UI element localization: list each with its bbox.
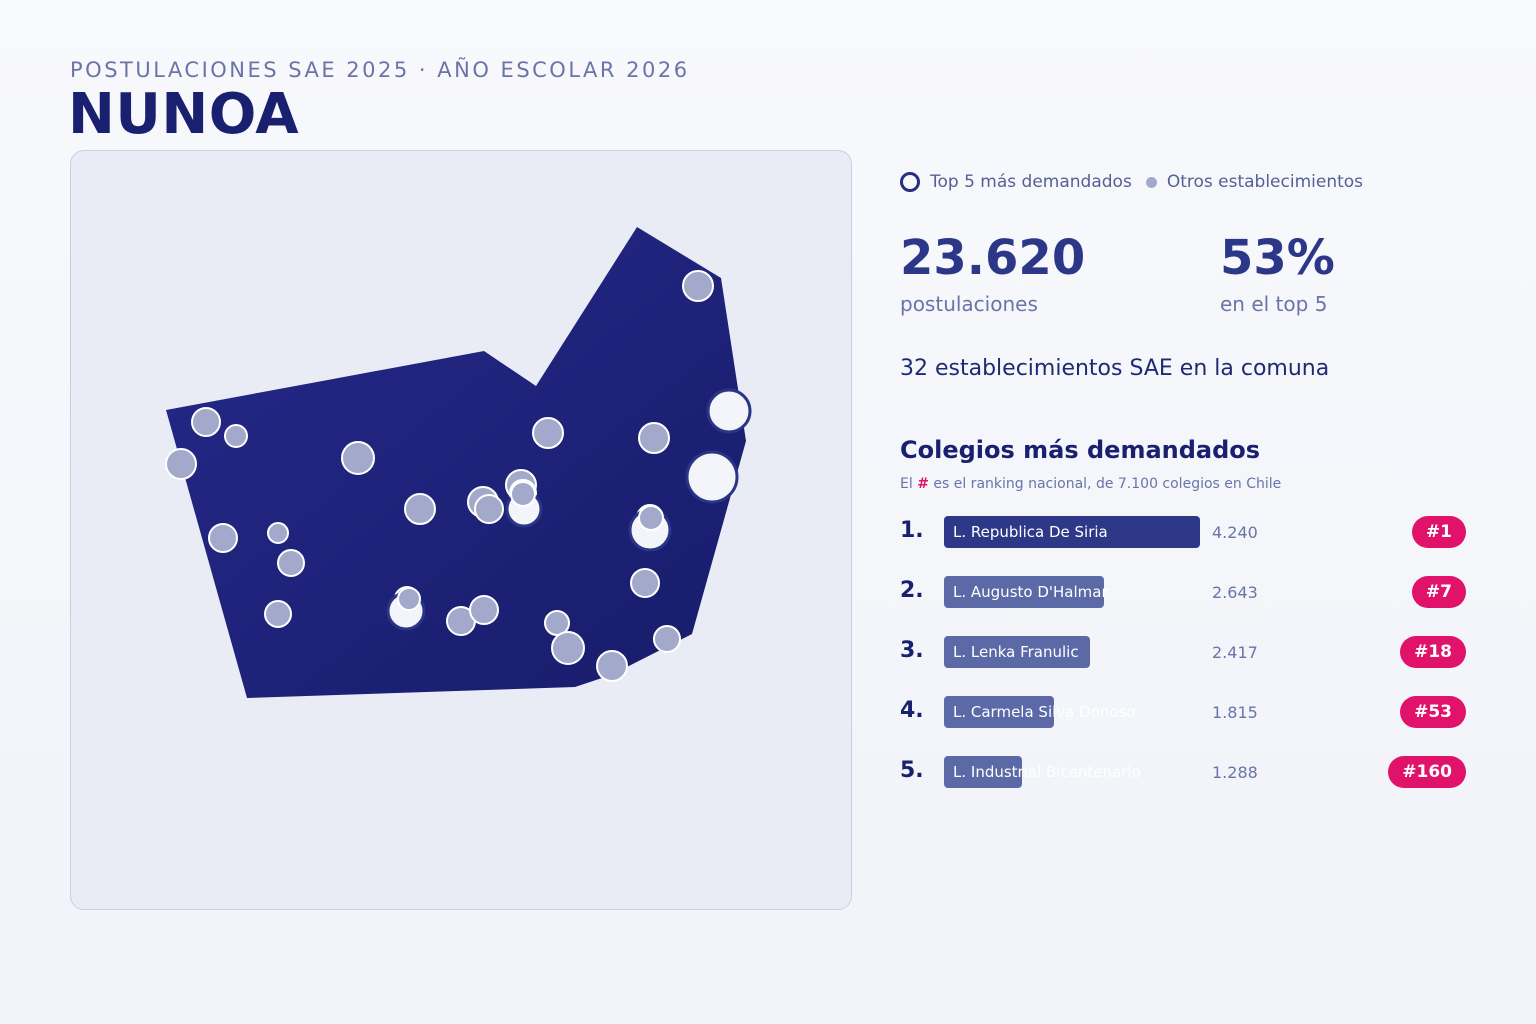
national-rank-badge: #7 <box>1411 576 1466 608</box>
ranking-row: 4. L. Carmela Silva Donoso 1.815 #53 <box>900 696 1466 728</box>
applications-label: postulaciones <box>900 292 1038 316</box>
ranking-title: Colegios más demandados <box>900 436 1261 464</box>
applications-value: 23.620 <box>900 230 1086 286</box>
ranking-note: El # es el ranking nacional, de 7.100 co… <box>900 476 1281 492</box>
other-school-marker[interactable] <box>341 441 375 475</box>
national-rank-badge: #160 <box>1388 756 1466 788</box>
other-school-marker[interactable] <box>510 481 536 507</box>
top5-share-value: 53% <box>1220 230 1335 286</box>
row-applications: 1.288 <box>1212 763 1258 782</box>
note-prefix: El <box>900 476 918 492</box>
other-school-marker[interactable] <box>638 505 664 531</box>
ranking-row: 2. L. Augusto D'Halmar 2.643 #7 <box>900 576 1466 608</box>
ranking-row: 5. L. Industrial Bicentenario 1.288 #160 <box>900 756 1466 788</box>
row-school-name: L. Industrial Bicentenario <box>953 763 1141 781</box>
other-school-marker[interactable] <box>638 422 670 454</box>
legend-top5-label: Top 5 más demandados <box>930 172 1132 192</box>
ranking-row: 3. L. Lenka Franulic 2.417 #18 <box>900 636 1466 668</box>
row-applications: 4.240 <box>1212 523 1258 542</box>
other-schools-layer <box>165 270 714 682</box>
row-school-name: L. Augusto D'Halmar <box>953 583 1108 601</box>
national-rank-badge: #1 <box>1411 516 1466 548</box>
other-school-marker[interactable] <box>264 600 292 628</box>
other-school-marker[interactable] <box>474 494 504 524</box>
other-school-marker[interactable] <box>596 650 628 682</box>
row-rank: 1. <box>900 518 924 543</box>
other-school-marker[interactable] <box>653 625 681 653</box>
other-school-marker[interactable] <box>267 522 289 544</box>
ranking-row: 1. L. Republica De Siria 4.240 #1 <box>900 516 1466 548</box>
row-school-name: L. Carmela Silva Donoso <box>953 703 1136 721</box>
other-dot-icon <box>1145 176 1157 188</box>
other-school-marker[interactable] <box>469 595 499 625</box>
top5-share-label: en el top 5 <box>1220 292 1328 316</box>
other-school-marker[interactable] <box>404 493 436 525</box>
row-rank: 4. <box>900 698 924 723</box>
other-school-marker[interactable] <box>191 407 221 437</box>
establishments-count: 32 establecimientos SAE en la comuna <box>900 356 1330 381</box>
top5-school-marker[interactable] <box>685 450 739 504</box>
other-school-marker[interactable] <box>208 523 238 553</box>
page-title: NUNOA <box>68 82 300 147</box>
row-bar <box>944 756 1022 788</box>
other-school-marker[interactable] <box>532 417 564 449</box>
legend-others-label: Otros establecimientos <box>1166 172 1364 192</box>
row-applications: 2.643 <box>1212 583 1258 602</box>
other-school-marker[interactable] <box>277 549 305 577</box>
row-rank: 5. <box>900 758 924 783</box>
other-school-marker[interactable] <box>544 610 570 636</box>
note-suffix: es el ranking nacional, de 7.100 colegio… <box>928 476 1282 492</box>
eyebrow-title: POSTULACIONES SAE 2025 · AÑO ESCOLAR 202… <box>70 58 690 82</box>
other-school-marker[interactable] <box>551 631 585 665</box>
top5-schools-layer <box>386 388 752 631</box>
map-svg <box>165 227 752 698</box>
row-bar <box>944 636 1090 668</box>
row-applications: 2.417 <box>1212 643 1258 662</box>
other-school-marker[interactable] <box>165 448 197 480</box>
commune-boundary <box>166 227 746 698</box>
row-rank: 3. <box>900 638 924 663</box>
commune-map <box>70 150 852 910</box>
top5-ring-icon <box>900 172 920 192</box>
other-school-marker[interactable] <box>682 270 714 302</box>
national-rank-badge: #53 <box>1400 696 1466 728</box>
row-school-name: L. Republica De Siria <box>953 523 1108 541</box>
national-rank-badge: #18 <box>1400 636 1466 668</box>
top5-school-marker[interactable] <box>706 388 752 434</box>
other-school-marker[interactable] <box>224 424 248 448</box>
other-school-marker[interactable] <box>397 587 421 611</box>
other-school-marker[interactable] <box>630 568 660 598</box>
note-hash: # <box>917 476 929 492</box>
row-applications: 1.815 <box>1212 703 1258 722</box>
row-bar <box>944 516 1200 548</box>
map-legend: Top 5 más demandados Otros establecimien… <box>900 172 1363 192</box>
row-rank: 2. <box>900 578 924 603</box>
row-bar <box>944 696 1054 728</box>
row-school-name: L. Lenka Franulic <box>953 643 1079 661</box>
row-bar <box>944 576 1104 608</box>
